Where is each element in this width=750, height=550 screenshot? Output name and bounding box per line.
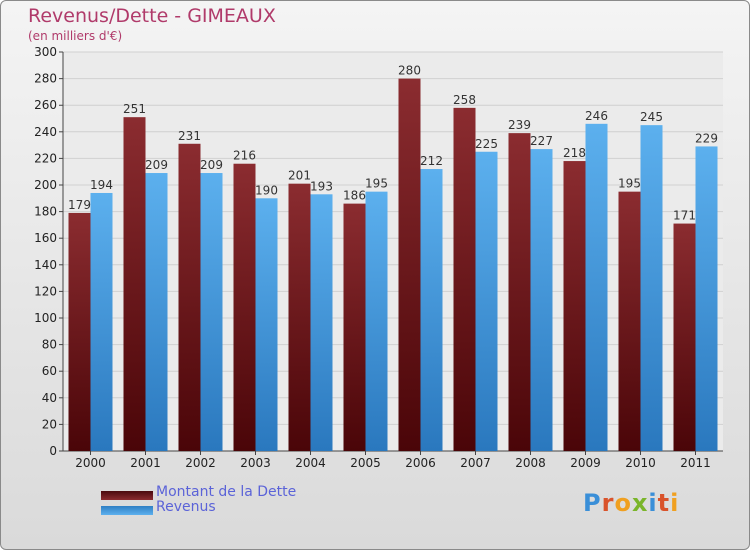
y-tick-label: 140 — [34, 258, 57, 272]
y-tick-label: 20 — [42, 417, 57, 431]
data-label-revenus: 227 — [530, 134, 553, 148]
x-tick-label: 2010 — [625, 456, 656, 470]
y-tick-label: 120 — [34, 284, 57, 298]
data-label-revenus: 190 — [255, 183, 278, 197]
bar-dette — [68, 212, 91, 451]
bar-revenus — [695, 146, 718, 451]
logo-letter: x — [631, 489, 649, 517]
data-label-dette: 186 — [343, 189, 366, 203]
data-label-dette: 201 — [288, 169, 311, 183]
bar-dette — [178, 143, 201, 451]
logo-letter: i — [670, 489, 680, 517]
chart-title: Revenus/Dette - GIMEAUX — [28, 5, 276, 27]
data-label-dette: 239 — [508, 118, 531, 132]
x-tick-label: 2001 — [130, 456, 161, 470]
legend-label-revenus: Revenus — [156, 499, 216, 515]
bar-revenus — [200, 173, 223, 451]
bar-dette — [673, 223, 696, 451]
y-tick-label: 160 — [34, 231, 57, 245]
chart-subtitle: (en milliers d'€) — [28, 29, 123, 43]
data-label-revenus: 194 — [90, 178, 113, 192]
x-tick-label: 2005 — [350, 456, 381, 470]
y-tick-label: 80 — [42, 338, 57, 352]
logo-letter: r — [601, 489, 615, 517]
x-tick-label: 2011 — [680, 456, 711, 470]
data-label-revenus: 195 — [365, 177, 388, 191]
bar-dette — [563, 161, 586, 451]
y-tick-label: 180 — [34, 205, 57, 219]
data-label-revenus: 245 — [640, 110, 663, 124]
bar-dette — [618, 191, 641, 451]
x-tick-label: 2007 — [460, 456, 491, 470]
x-tick-label: 2008 — [515, 456, 546, 470]
bar-revenus — [145, 173, 168, 451]
data-label-revenus: 229 — [695, 131, 718, 145]
bar-dette — [288, 183, 311, 452]
x-tick-label: 2003 — [240, 456, 271, 470]
y-tick-label: 100 — [34, 311, 57, 325]
data-label-revenus: 212 — [420, 154, 443, 168]
bar-dette — [233, 163, 256, 451]
data-label-dette: 179 — [68, 198, 91, 212]
bar-dette — [508, 133, 531, 451]
data-label-revenus: 225 — [475, 137, 498, 151]
bar-revenus — [255, 198, 278, 451]
legend-swatch-revenus — [101, 506, 153, 515]
legend-label-dette: Montant de la Dette — [156, 484, 297, 500]
bar-dette — [453, 107, 476, 452]
x-tick-label: 2009 — [570, 456, 601, 470]
data-label-revenus: 246 — [585, 109, 608, 123]
logo-letter: o — [614, 489, 632, 517]
y-tick-label: 300 — [34, 45, 57, 59]
plot-area — [63, 52, 723, 451]
bar-dette — [398, 78, 421, 451]
bar-revenus — [90, 192, 113, 452]
bar-revenus — [475, 151, 498, 451]
x-tick-label: 2004 — [295, 456, 326, 470]
data-label-dette: 216 — [233, 149, 256, 163]
y-tick-label: 220 — [34, 151, 57, 165]
logo-letter: i — [648, 489, 658, 517]
bar-dette — [343, 203, 366, 451]
data-label-revenus: 209 — [145, 158, 168, 172]
data-label-dette: 171 — [673, 209, 696, 223]
bar-revenus — [585, 123, 608, 451]
proxiti-logo: Proxiti — [583, 489, 679, 517]
data-label-dette: 280 — [398, 64, 421, 78]
y-tick-label: 0 — [49, 444, 57, 458]
y-tick-label: 60 — [42, 364, 57, 378]
data-label-revenus: 193 — [310, 179, 333, 193]
data-label-dette: 218 — [563, 146, 586, 160]
y-tick-label: 280 — [34, 72, 57, 86]
logo-letter: P — [583, 489, 602, 517]
data-label-revenus: 209 — [200, 158, 223, 172]
bar-revenus — [640, 125, 663, 452]
x-tick-label: 2002 — [185, 456, 216, 470]
x-tick-label: 2006 — [405, 456, 436, 470]
data-label-dette: 251 — [123, 102, 146, 116]
bar-revenus — [365, 191, 388, 451]
y-tick-label: 240 — [34, 125, 57, 139]
data-label-dette: 231 — [178, 129, 201, 143]
y-tick-label: 40 — [42, 391, 57, 405]
y-tick-label: 260 — [34, 98, 57, 112]
x-tick-label: 2000 — [75, 456, 106, 470]
bar-revenus — [530, 149, 553, 451]
data-label-dette: 195 — [618, 177, 641, 191]
logo-letter: t — [657, 489, 671, 517]
y-tick-label: 200 — [34, 178, 57, 192]
bar-revenus — [310, 194, 333, 451]
legend-swatch-dette — [101, 491, 153, 500]
bar-dette — [123, 117, 146, 452]
bar-revenus — [420, 169, 443, 452]
data-label-dette: 258 — [453, 93, 476, 107]
